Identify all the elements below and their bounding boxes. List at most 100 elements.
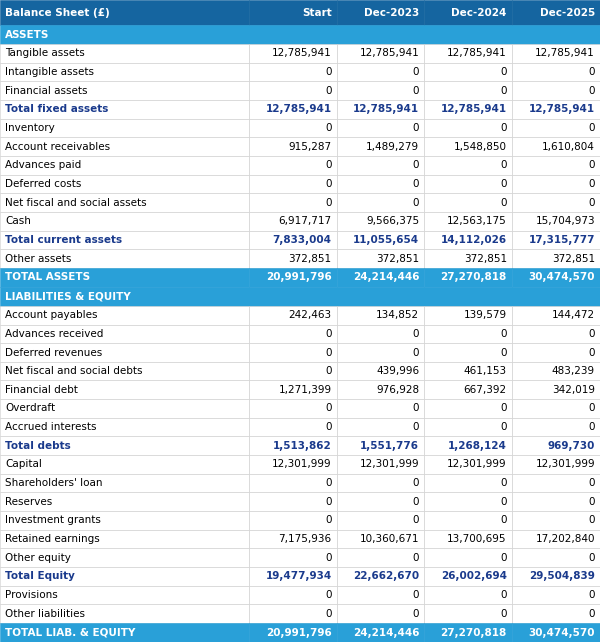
- Bar: [512, 548, 600, 567]
- Text: Tangible assets: Tangible assets: [5, 48, 85, 58]
- Bar: [249, 82, 337, 100]
- Bar: [512, 586, 600, 604]
- Text: 12,785,941: 12,785,941: [440, 104, 507, 114]
- Bar: [337, 548, 424, 567]
- Text: 19,477,934: 19,477,934: [265, 571, 332, 582]
- Text: 0: 0: [413, 329, 419, 339]
- Bar: [0, 0, 249, 25]
- Text: 7,175,936: 7,175,936: [278, 534, 332, 544]
- Text: 969,730: 969,730: [548, 441, 595, 451]
- Text: 0: 0: [500, 67, 507, 77]
- Text: 0: 0: [325, 347, 332, 358]
- Text: Reserves: Reserves: [5, 497, 52, 507]
- Bar: [249, 119, 337, 137]
- Text: 0: 0: [589, 347, 595, 358]
- Text: Deferred revenues: Deferred revenues: [5, 347, 102, 358]
- Bar: [512, 511, 600, 530]
- Bar: [512, 623, 600, 642]
- Bar: [512, 119, 600, 137]
- Bar: [337, 175, 424, 193]
- Bar: [0, 586, 249, 604]
- Text: 12,301,999: 12,301,999: [447, 460, 507, 469]
- Text: ASSETS: ASSETS: [5, 30, 49, 40]
- Bar: [512, 193, 600, 212]
- Text: 0: 0: [325, 403, 332, 413]
- Text: 0: 0: [413, 198, 419, 207]
- Bar: [249, 381, 337, 399]
- Bar: [249, 418, 337, 437]
- Bar: [512, 343, 600, 362]
- Bar: [424, 604, 512, 623]
- Text: 0: 0: [589, 67, 595, 77]
- Bar: [249, 44, 337, 63]
- Text: 0: 0: [325, 123, 332, 133]
- Text: 12,785,941: 12,785,941: [535, 48, 595, 58]
- Bar: [424, 623, 512, 642]
- Text: 0: 0: [589, 403, 595, 413]
- Bar: [512, 381, 600, 399]
- Text: 12,785,941: 12,785,941: [353, 104, 419, 114]
- Text: Shareholders' loan: Shareholders' loan: [5, 478, 103, 488]
- Text: 0: 0: [413, 347, 419, 358]
- Text: 20,991,796: 20,991,796: [266, 272, 332, 282]
- Bar: [424, 548, 512, 567]
- Bar: [337, 492, 424, 511]
- Bar: [512, 268, 600, 287]
- Text: 0: 0: [589, 478, 595, 488]
- Text: 15,704,973: 15,704,973: [535, 216, 595, 226]
- Text: 0: 0: [413, 123, 419, 133]
- Bar: [0, 63, 249, 82]
- Bar: [512, 82, 600, 100]
- Bar: [249, 604, 337, 623]
- Text: 0: 0: [325, 67, 332, 77]
- Bar: [0, 193, 249, 212]
- Text: 0: 0: [589, 179, 595, 189]
- Text: 12,301,999: 12,301,999: [359, 460, 419, 469]
- Bar: [249, 343, 337, 362]
- Text: Cash: Cash: [5, 216, 31, 226]
- Bar: [0, 212, 249, 230]
- Bar: [337, 623, 424, 642]
- Bar: [424, 567, 512, 586]
- Bar: [249, 193, 337, 212]
- Bar: [249, 474, 337, 492]
- Bar: [0, 623, 249, 642]
- Text: 483,239: 483,239: [552, 366, 595, 376]
- Bar: [424, 511, 512, 530]
- Text: 0: 0: [325, 179, 332, 189]
- Bar: [337, 511, 424, 530]
- Bar: [424, 119, 512, 137]
- Bar: [0, 511, 249, 530]
- Bar: [424, 230, 512, 249]
- Text: 0: 0: [413, 160, 419, 170]
- Bar: [424, 381, 512, 399]
- Text: 0: 0: [325, 516, 332, 525]
- Bar: [512, 44, 600, 63]
- Text: 0: 0: [413, 478, 419, 488]
- Bar: [424, 175, 512, 193]
- Text: 12,563,175: 12,563,175: [447, 216, 507, 226]
- Text: 1,271,399: 1,271,399: [278, 385, 332, 395]
- Bar: [0, 343, 249, 362]
- Text: Dec-2025: Dec-2025: [540, 8, 595, 17]
- Text: 0: 0: [589, 160, 595, 170]
- Text: 0: 0: [325, 160, 332, 170]
- Text: 0: 0: [413, 179, 419, 189]
- Bar: [337, 586, 424, 604]
- Bar: [512, 567, 600, 586]
- Bar: [424, 530, 512, 548]
- Text: Capital: Capital: [5, 460, 42, 469]
- Bar: [249, 324, 337, 343]
- Bar: [337, 249, 424, 268]
- Text: 0: 0: [589, 85, 595, 96]
- Text: 0: 0: [325, 329, 332, 339]
- Bar: [249, 0, 337, 25]
- Text: 17,315,777: 17,315,777: [529, 235, 595, 245]
- Bar: [512, 362, 600, 381]
- Text: 14,112,026: 14,112,026: [440, 235, 507, 245]
- Bar: [424, 137, 512, 156]
- Text: 0: 0: [500, 553, 507, 562]
- Text: 0: 0: [500, 403, 507, 413]
- Text: 0: 0: [589, 516, 595, 525]
- Bar: [424, 249, 512, 268]
